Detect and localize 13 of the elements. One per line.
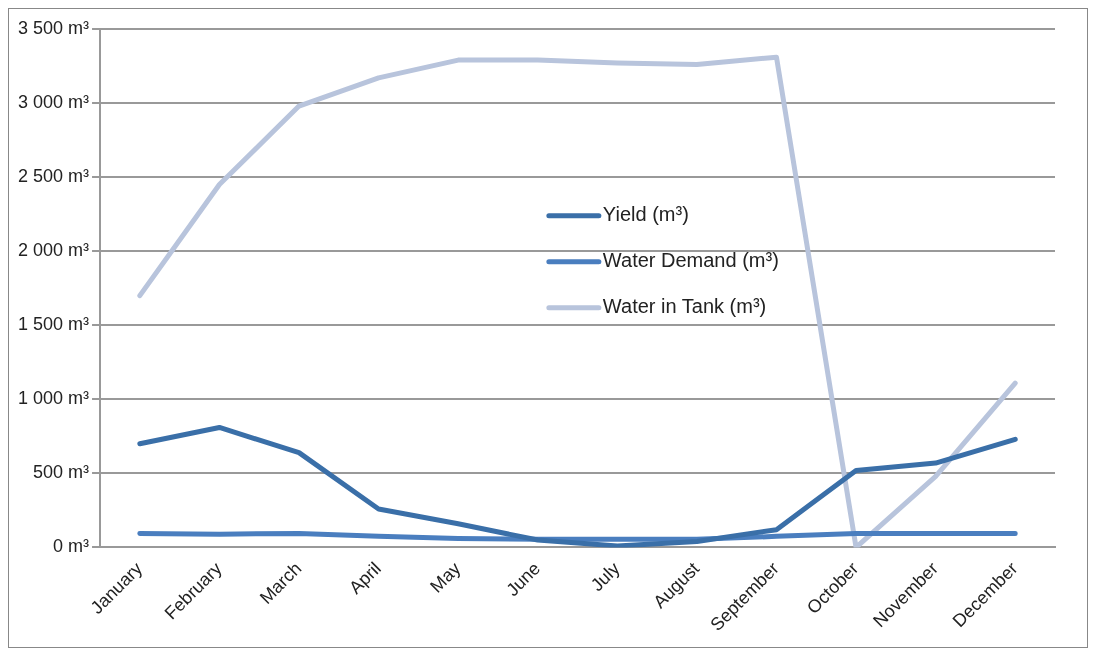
y-tick-label: 500 m³ xyxy=(33,462,90,483)
y-tick-label: 3 000 m³ xyxy=(17,92,90,113)
y-tick-label: 1 000 m³ xyxy=(17,388,90,409)
x-tick-label: May xyxy=(426,558,465,597)
legend-label: Yield (m³) xyxy=(602,203,689,226)
x-tick-label: July xyxy=(586,558,624,596)
y-tick-label: 1 500 m³ xyxy=(17,314,90,335)
y-tick-label: 2 000 m³ xyxy=(17,240,90,261)
legend-label: Water in Tank (m³) xyxy=(602,295,767,318)
y-tick-label: 0 m³ xyxy=(53,536,90,557)
y-tick-label: 2 500 m³ xyxy=(17,166,90,187)
y-tick-label: 3 500 m³ xyxy=(17,17,90,38)
legend-label: Water Demand (m³) xyxy=(602,249,779,272)
